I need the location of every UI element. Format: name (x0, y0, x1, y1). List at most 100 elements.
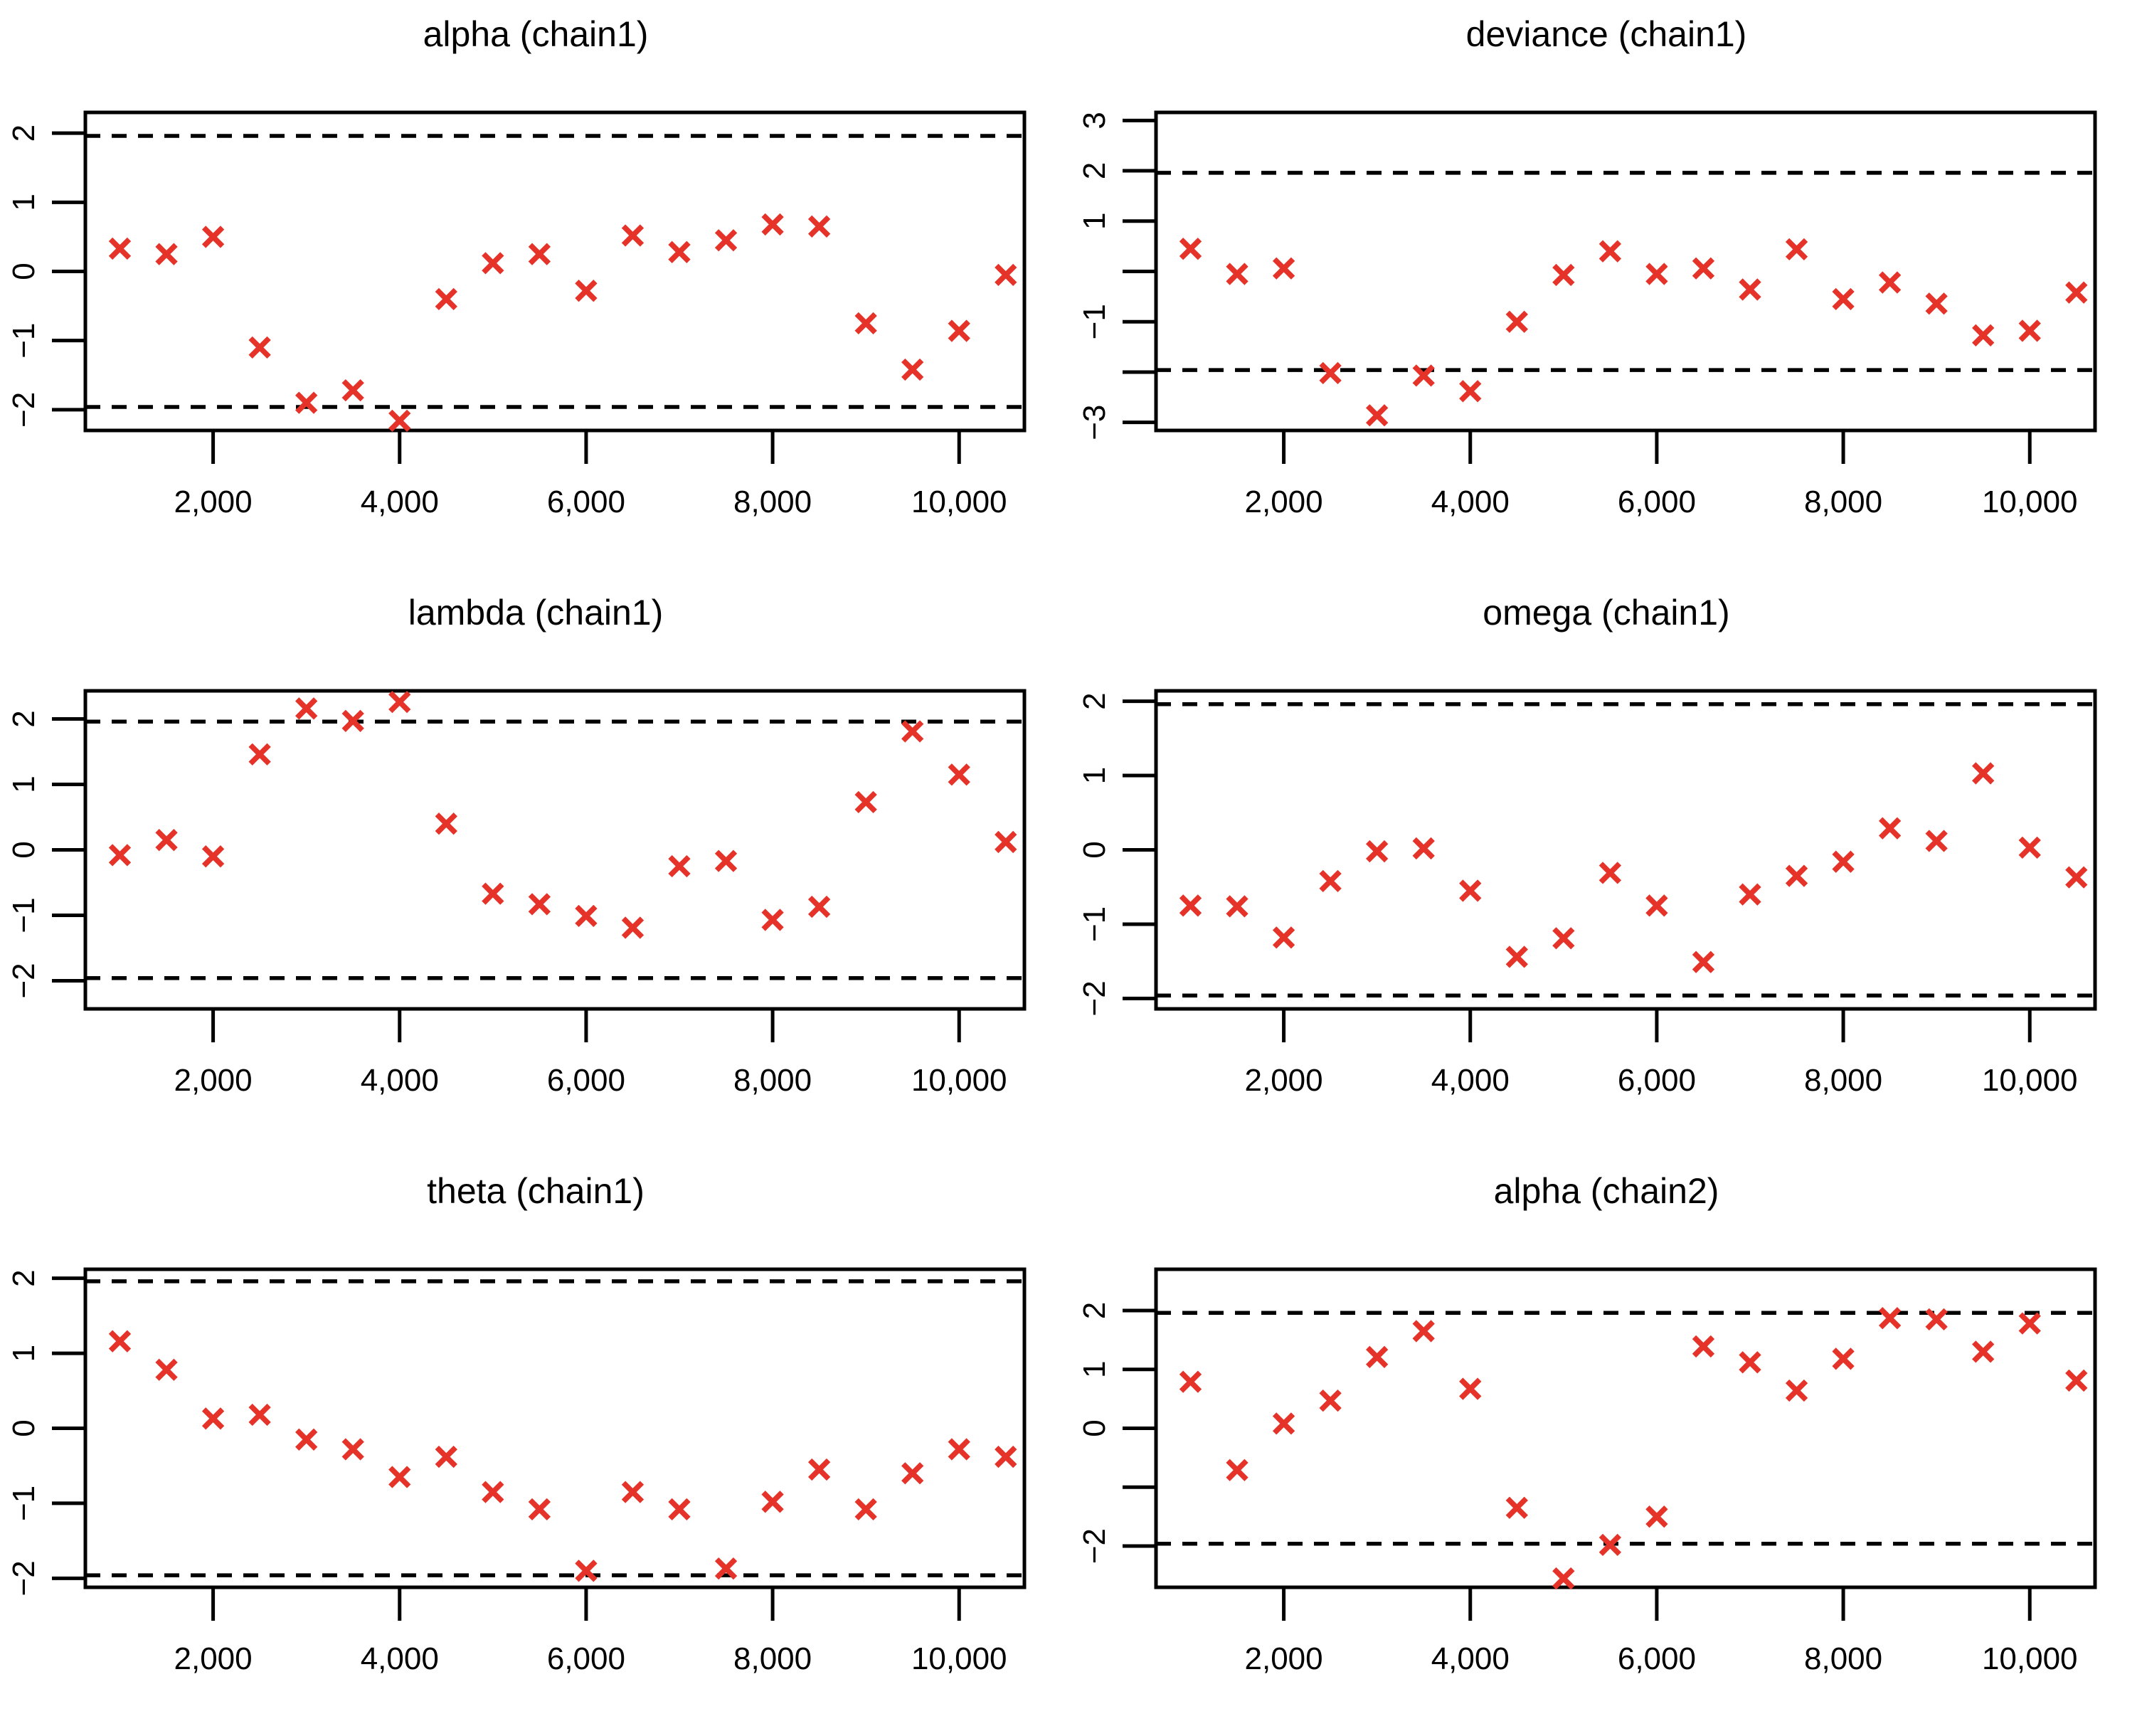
data-point (155, 243, 178, 265)
plot-area: 2,000 4,000 6,000 8,000 10,000 2 1 0 −1 −2 (6, 1267, 1027, 1676)
data-point (1272, 1412, 1295, 1435)
data-point (2018, 836, 2041, 859)
data-point (621, 224, 645, 247)
y-tick-label: 1 (1077, 1360, 1112, 1377)
y-tick-label: 0 (1077, 1419, 1112, 1436)
y-tick-label: 1 (6, 776, 41, 793)
data-point (575, 904, 598, 928)
y-tick-label: −3 (1077, 405, 1112, 440)
data-point (2018, 1312, 2041, 1335)
data-point (1972, 1340, 1995, 1363)
data-point (1552, 263, 1575, 287)
x-tick-label: 2,000 (174, 1063, 253, 1098)
data-point (1598, 240, 1622, 263)
data-point (295, 697, 318, 720)
y-tick-label: 2 (6, 1269, 41, 1286)
data-point (248, 743, 271, 766)
data-point (1505, 1496, 1528, 1519)
data-point (341, 1438, 364, 1461)
data-point (388, 690, 411, 714)
data-point (714, 1557, 738, 1580)
data-point (854, 1498, 877, 1521)
data-point (714, 850, 738, 872)
data-point (1319, 1389, 1342, 1412)
data-point (1459, 1377, 1482, 1400)
panel-deviance-chain1: deviance (chain1) 2,000 4,000 6,000 8,000 10… (1077, 14, 2097, 519)
x-tick-label: 4,000 (361, 485, 439, 519)
y-tick-label: −1 (1077, 906, 1112, 942)
panel-title: theta (chain1) (427, 1171, 645, 1211)
data-point (528, 1498, 551, 1521)
panel-title: omega (chain1) (1483, 593, 1729, 633)
data-point (1505, 946, 1528, 968)
data-point (108, 844, 132, 867)
panel-title: alpha (chain2) (1494, 1171, 1719, 1211)
plot-area: 2,000 4,000 6,000 8,000 10,000 2 1 0 −2 (1077, 1267, 2097, 1676)
panel-title: alpha (chain1) (423, 14, 649, 54)
y-tick-label: −2 (6, 1560, 41, 1596)
data-point (621, 1481, 645, 1503)
data-point (1739, 278, 1761, 301)
data-point (761, 213, 784, 236)
data-point (1832, 287, 1855, 311)
y-tick-label: 2 (1077, 162, 1112, 179)
data-point (901, 358, 924, 381)
y-tick-label: −1 (6, 1486, 41, 1521)
x-tick-label: 8,000 (733, 485, 812, 519)
data-point (761, 1491, 784, 1513)
y-tick-label: 2 (6, 710, 41, 727)
x-tick-label: 10,000 (1982, 485, 2078, 519)
data-point (1785, 238, 1808, 261)
data-point (1645, 1505, 1668, 1528)
panel-alpha-chain1: alpha (chain1) 2,000 4,000 6,000 8,000 10,00… (6, 14, 1027, 519)
data-point (2065, 866, 2088, 889)
data-point (1692, 1335, 1715, 1358)
data-point (1412, 364, 1435, 387)
data-point (1319, 869, 1342, 893)
data-point (482, 252, 504, 275)
data-point (1878, 271, 1902, 294)
data-point (2065, 281, 2088, 304)
data-point (1598, 1533, 1622, 1557)
y-tick-label: −2 (1077, 980, 1112, 1016)
data-point (1925, 292, 1948, 315)
data-point (1505, 310, 1528, 333)
data-point (1459, 879, 1482, 902)
data-point (1226, 1459, 1248, 1481)
data-point (1692, 257, 1715, 280)
y-tick-label: 2 (6, 125, 41, 142)
data-point (1552, 1567, 1575, 1590)
x-tick-label: 4,000 (1431, 485, 1510, 519)
x-tick-label: 8,000 (733, 1641, 812, 1676)
y-tick-label: 1 (6, 194, 41, 211)
x-tick-label: 10,000 (911, 1641, 1007, 1676)
plot-frame (1154, 689, 2097, 1011)
data-point (1925, 830, 1948, 852)
y-tick-label: 0 (6, 1419, 41, 1436)
data-point (948, 763, 970, 786)
data-point (1785, 1379, 1808, 1402)
x-tick-label: 2,000 (174, 1641, 253, 1676)
data-point (155, 829, 178, 852)
x-tick-label: 6,000 (1618, 485, 1696, 519)
x-tick-label: 6,000 (547, 1641, 625, 1676)
data-point (948, 319, 970, 342)
data-point (668, 240, 691, 263)
data-point (1366, 840, 1389, 863)
plot-area: 2,000 4,000 6,000 8,000 10,000 2 1 0 −1 −2 (6, 689, 1027, 1098)
x-tick-label: 10,000 (911, 1063, 1007, 1098)
data-point (1972, 324, 1995, 346)
plot-area: 2,000 4,000 6,000 8,000 10,000 2 1 0 −1 −2 (6, 110, 1027, 519)
data-point (1878, 1307, 1902, 1330)
data-point (388, 409, 411, 433)
data-point (1739, 1351, 1761, 1374)
data-point (807, 1458, 831, 1481)
x-tick-label: 2,000 (1245, 485, 1323, 519)
y-tick-label: −2 (6, 392, 41, 428)
x-tick-label: 8,000 (1804, 1641, 1882, 1676)
plot-frame (83, 689, 1027, 1011)
data-point (341, 379, 364, 402)
x-tick-label: 2,000 (1245, 1641, 1323, 1676)
data-point (854, 790, 877, 814)
